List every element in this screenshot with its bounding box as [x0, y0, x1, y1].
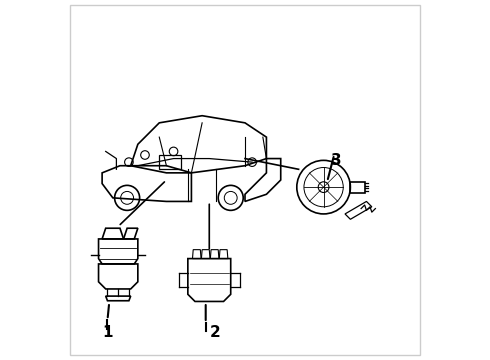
Text: 3: 3 — [331, 153, 342, 168]
Text: 1: 1 — [102, 325, 113, 341]
Text: 2: 2 — [209, 325, 220, 341]
